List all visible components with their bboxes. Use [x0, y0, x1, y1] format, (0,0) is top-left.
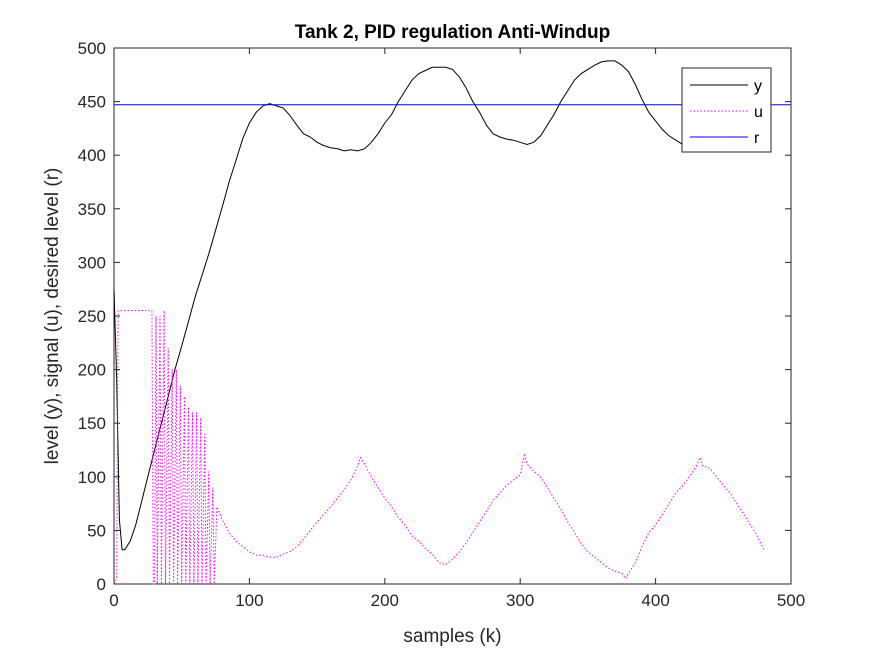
y-tick-label: 350 [78, 200, 106, 219]
series-u-line [113, 310, 765, 585]
legend-items: yur [690, 78, 763, 147]
x-axis-label: samples (k) [403, 626, 501, 647]
tick-layer: 0 100 200 300 400 500 0 50 100 150 200 250 300 350 400… [78, 39, 806, 610]
x-tick-label: 400 [641, 591, 669, 610]
legend-label-y: y [754, 78, 762, 95]
x-tick-label: 100 [235, 591, 263, 610]
y-tick-label: 0 [97, 575, 106, 594]
x-tick-label: 0 [109, 591, 118, 610]
y-tick-label: 100 [78, 468, 106, 487]
y-tick-label: 500 [78, 39, 106, 58]
y-tick-label: 200 [78, 361, 106, 380]
legend-label-r: r [754, 130, 760, 147]
legend-label-u: u [754, 104, 763, 121]
series-y-line [113, 60, 690, 551]
y-tick-label: 450 [78, 93, 106, 112]
axes-box [113, 47, 792, 585]
plot-area: 0 100 200 300 400 500 0 50 100 150 200 250 300 350 400… [78, 39, 806, 610]
y-tick-label: 250 [78, 307, 106, 326]
x-tick-label: 500 [777, 591, 805, 610]
chart-title: Tank 2, PID regulation Anti-Windup [295, 22, 610, 43]
x-tick-label: 200 [371, 591, 399, 610]
y-tick-label: 300 [78, 253, 106, 272]
x-tick-label: 300 [506, 591, 534, 610]
series-layer [113, 60, 791, 585]
legend-box [681, 67, 772, 153]
y-tick-label: 400 [78, 146, 106, 165]
y-axis-label: level (y), signal (u), desired level (r) [42, 168, 63, 465]
y-tick-label: 150 [78, 414, 106, 433]
legend: yur [681, 67, 772, 153]
y-tick-label: 50 [87, 521, 106, 540]
